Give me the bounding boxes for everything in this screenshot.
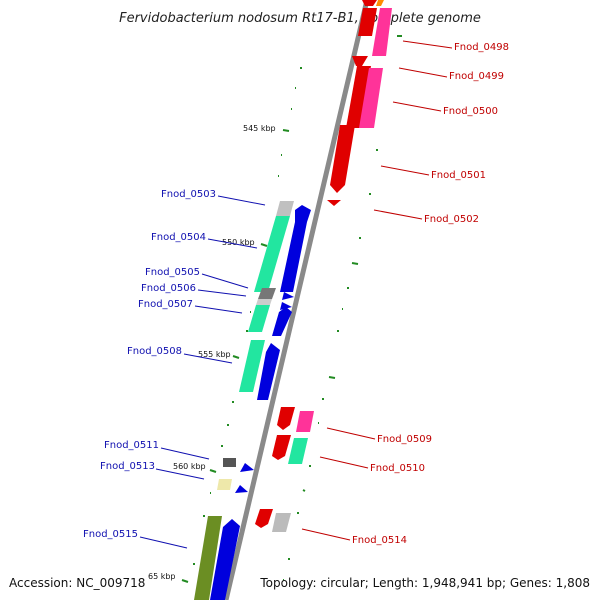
tick-label-545: 545 kbp [243,124,276,133]
genome-title: Fervidobacterium nodosum Rt17-B1, comple… [119,11,481,26]
gene-label-fnod-0506[interactable]: Fnod_0506 [141,283,196,294]
gene-label-fnod-0502[interactable]: Fnod_0502 [424,214,479,225]
gene-label-fnod-0509[interactable]: Fnod_0509 [377,434,432,445]
gene-label-fnod-0511[interactable]: Fnod_0511 [104,440,159,451]
tick-label-555: 555 kbp [198,350,231,359]
gene-label-fnod-0500[interactable]: Fnod_0500 [443,106,498,117]
scale-ticks [181,35,402,583]
gene-label-fnod-0503[interactable]: Fnod_0503 [161,189,216,200]
gene-label-fnod-0513[interactable]: Fnod_0513 [100,461,155,472]
gene-label-fnod-0510[interactable]: Fnod_0510 [370,463,425,474]
gene-label-fnod-0514[interactable]: Fnod_0514 [352,535,407,546]
accession-text: Accession: NC_009718 [9,576,145,590]
gene-label-fnod-0498[interactable]: Fnod_0498 [454,42,509,53]
gene-label-fnod-0499[interactable]: Fnod_0499 [449,71,504,82]
tick-label-565: 65 kbp [148,572,176,581]
gene-label-fnod-0507[interactable]: Fnod_0507 [138,299,193,310]
tick-label-550: 550 kbp [222,238,255,247]
gene-label-fnod-0504[interactable]: Fnod_0504 [151,232,206,243]
gene-label-fnod-0515[interactable]: Fnod_0515 [83,529,138,540]
genome-backbone [223,0,370,600]
gene-label-fnod-0501[interactable]: Fnod_0501 [431,170,486,181]
reverse-strand-features [194,201,311,600]
topology-text: Topology: circular; Length: 1,948,941 bp… [259,576,590,590]
gene-label-fnod-0505[interactable]: Fnod_0505 [145,267,200,278]
reverse-strand-labels [139,195,266,549]
forward-strand-labels [301,40,453,541]
tick-label-560: 560 kbp [173,462,206,471]
forward-strand-features [255,0,392,532]
gene-label-fnod-0508[interactable]: Fnod_0508 [127,346,182,357]
